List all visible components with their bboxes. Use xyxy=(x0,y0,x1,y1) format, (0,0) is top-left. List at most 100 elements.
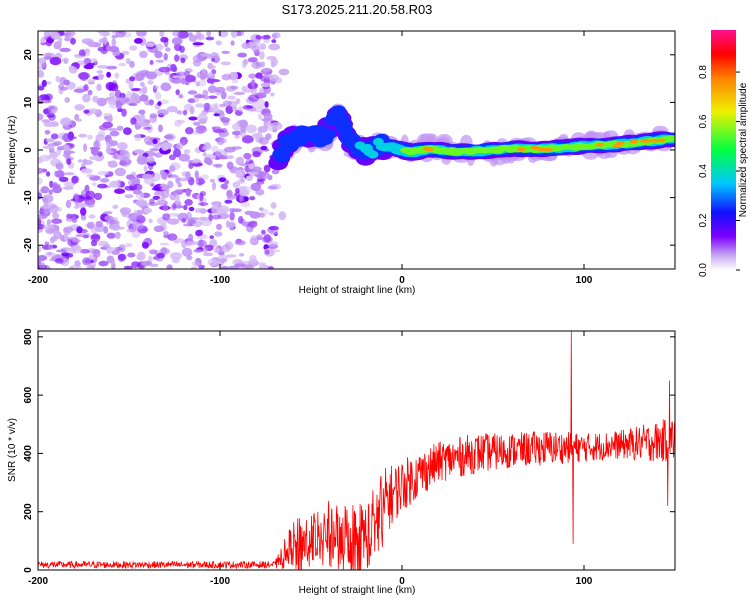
spectrogram-noise-blob xyxy=(51,109,58,113)
spectrogram-ridge-cell xyxy=(367,150,379,159)
colorbar-tick-label: 0.2 xyxy=(698,213,709,227)
spectrogram-noise-blob xyxy=(188,219,197,225)
spectrogram-noise-blob xyxy=(136,255,143,261)
spectrogram-noise-blob xyxy=(78,49,86,57)
spectrogram-noise-blob xyxy=(221,50,230,55)
spectrogram-noise-blob xyxy=(76,226,83,234)
spectrogram-noise-blob xyxy=(194,209,205,213)
spectrogram-noise-blob xyxy=(93,249,101,258)
spectrogram-noise-blob xyxy=(181,77,186,85)
spectrogram-noise-blob xyxy=(106,232,116,239)
spectrogram-noise-blob xyxy=(211,214,222,220)
spectrogram-noise-blob xyxy=(145,71,157,80)
snr-series-line xyxy=(38,331,675,570)
spectrogram-noise-blob xyxy=(167,170,172,179)
spectrogram-noise-blob xyxy=(60,117,72,127)
spectrogram-noise-blob xyxy=(42,224,54,230)
spectrogram-noise-blob xyxy=(197,181,203,186)
spectrogram-noise-blob xyxy=(50,31,61,40)
spectrogram-noise-blob xyxy=(210,52,219,59)
spectrogram-noise-blob xyxy=(168,154,176,161)
spectrogram-noise-blob xyxy=(133,222,144,230)
spectrogram-noise-blob xyxy=(155,59,165,63)
spectrogram-noise-blob xyxy=(222,100,232,107)
spectrogram-noise-blob xyxy=(171,37,183,45)
snr-y-tick-label: 0 xyxy=(23,567,34,573)
spectrogram-noise-blob xyxy=(261,229,266,235)
spectrogram-noise-blob xyxy=(136,198,148,207)
colorbar-tick-label: 0.4 xyxy=(698,164,709,178)
spectrogram-noise-blob xyxy=(181,247,193,257)
spectrogram-noise-blob xyxy=(111,258,116,268)
snr-y-tick-label: 200 xyxy=(23,503,34,520)
spectrogram-noise-blob xyxy=(241,135,254,144)
spectrogram-noise-blob xyxy=(40,208,51,213)
spectrogram-noise-blob xyxy=(65,199,72,209)
spectrogram-noise-blob xyxy=(166,264,173,269)
spectrogram-noise-blob xyxy=(74,104,85,111)
spectrogram-noise-blob xyxy=(195,81,201,87)
spectrogram-noise-blob xyxy=(63,149,72,155)
spectrogram-noise-blob xyxy=(114,167,126,177)
spectrogram-noise-blob xyxy=(119,149,129,156)
spectrogram-noise-blob xyxy=(154,91,162,100)
spectrogram-noise-blob xyxy=(174,54,180,62)
spectrogram-noise-blob xyxy=(45,138,55,143)
spectrogram-y-tick-label: -10 xyxy=(23,190,34,205)
spectrogram-ridge-cell xyxy=(537,147,547,152)
spectrogram-noise-blob xyxy=(261,35,271,40)
spectrogram-noise-blob xyxy=(97,151,103,157)
spectrogram-noise-blob xyxy=(139,94,149,102)
spectrogram-noise-blob xyxy=(46,81,52,85)
spectrogram-noise-blob xyxy=(44,130,51,135)
spectrogram-noise-blob xyxy=(83,143,88,153)
spectrogram-noise-blob xyxy=(226,85,236,92)
spectrogram-noise-blob xyxy=(111,223,121,231)
spectrogram-noise-blob xyxy=(232,130,242,136)
spectrogram-noise-blob xyxy=(68,66,78,74)
spectrogram-noise-blob xyxy=(199,72,207,80)
spectrogram-noise-blob xyxy=(228,71,239,81)
spectrogram-noise-blob xyxy=(227,95,236,100)
spectrogram-noise-blob xyxy=(115,31,126,38)
snr-panel: -200 -100 0 100 0 200 400 600 800 Height of stra… xyxy=(7,328,676,596)
spectrogram-noise-blob xyxy=(175,89,180,96)
spectrogram-noise-blob xyxy=(183,103,193,111)
spectrogram-noise-blob xyxy=(133,149,145,155)
spectrogram-noise-blob xyxy=(267,174,273,181)
spectrogram-noise-blob xyxy=(127,252,136,258)
spectrogram-noise-blob xyxy=(136,31,147,37)
spectrogram-noise-blob xyxy=(56,146,64,151)
spectrogram-noise-blob xyxy=(180,57,186,64)
spectrogram-noise-blob xyxy=(217,205,230,214)
spectrogram-noise-blob xyxy=(43,56,53,60)
snr-frame xyxy=(37,330,676,571)
spectrogram-noise-blob xyxy=(229,208,235,213)
spectrogram-noise-blob xyxy=(140,81,145,87)
spectrogram-noise-blob xyxy=(40,37,45,44)
spectrogram-noise-blob xyxy=(97,74,105,78)
spectrogram-noise-blob xyxy=(116,155,123,161)
spectrogram-noise-blob xyxy=(268,241,279,247)
spectrogram-y-tick-label: 0 xyxy=(23,147,34,153)
spectrogram-noise-blob xyxy=(160,142,169,151)
spectrogram-noise-blob xyxy=(248,73,257,79)
spectrogram-noise-blob xyxy=(177,110,183,115)
spectrogram-noise-blob xyxy=(61,57,69,63)
spectrogram-noise-blob xyxy=(239,185,252,195)
spectrogram-noise-blob xyxy=(136,155,148,165)
spectrogram-noise-blob xyxy=(198,239,204,249)
spectrogram-ridge-cell xyxy=(530,145,540,150)
spectrogram-noise-blob xyxy=(63,232,68,242)
spectrogram-noise-blob xyxy=(260,145,268,151)
spectrogram-noise-blob xyxy=(98,260,109,267)
spectrogram-noise-blob xyxy=(167,180,174,189)
colorbar-label: Normalized spectral amplitude xyxy=(738,82,749,217)
spectrogram-noise-blob xyxy=(54,170,65,178)
spectrogram-noise-blob xyxy=(209,79,221,83)
spectrogram-noise-blob xyxy=(111,160,117,166)
spectrogram-noise-blob xyxy=(174,189,185,195)
spectrogram-noise-blob xyxy=(130,93,140,102)
colorbar-tick-label: 0.8 xyxy=(698,65,709,79)
spectrogram-noise-blob xyxy=(248,221,258,228)
